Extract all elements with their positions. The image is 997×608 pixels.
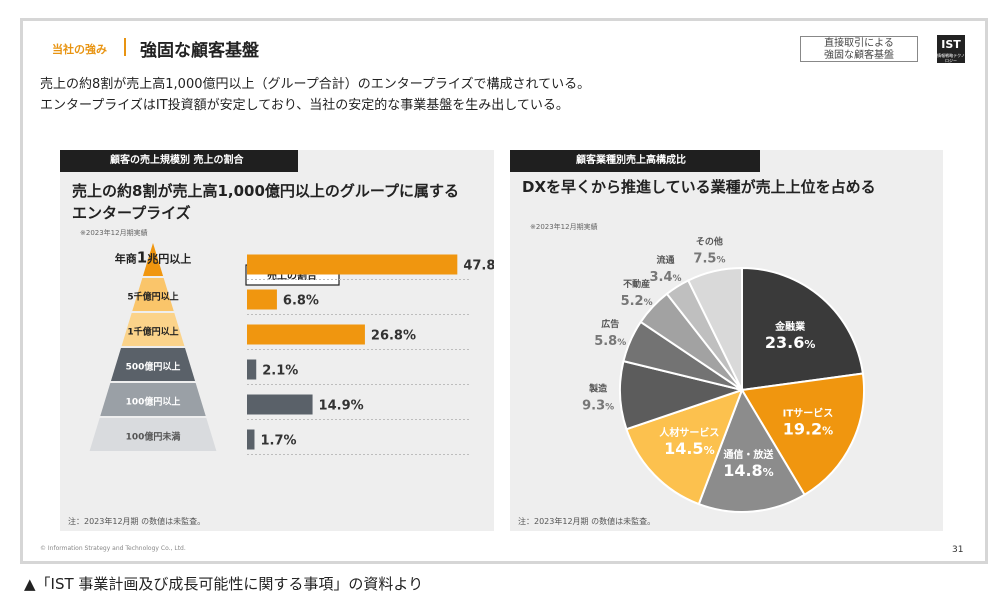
bar-value-label-3: 2.1%	[262, 364, 298, 379]
pie-value-label-7: 3.4%	[650, 270, 682, 285]
pyramid-band-2	[121, 313, 185, 346]
ist-logo: IST 情報戦略テクノロジー	[937, 35, 965, 63]
pie-value-num-7: 3.4	[650, 270, 673, 285]
bar-value-label-4: 14.9%	[319, 399, 364, 414]
pie-value-num-5: 5.8	[594, 334, 617, 349]
page-title: 強固な顧客基盤	[140, 41, 259, 61]
pie-value-pct-3: %	[704, 444, 715, 457]
bar-value-label-0: 47.8%	[463, 259, 494, 274]
right-panel: 顧客業種別売上高構成比 DXを早くから推進している業種が売上上位を占める ※20…	[510, 150, 943, 531]
bar-3	[247, 359, 257, 380]
pie-category-label-1: ITサービス	[783, 407, 834, 420]
header-separator	[124, 38, 126, 56]
pyramid-label-4: 100億円以上	[126, 396, 181, 408]
pie-value-pct-8: %	[716, 256, 725, 266]
left-panel-heading-1: 売上の約8割が売上高1,000億円以上のグループに属する	[72, 182, 459, 200]
pie-slice-0	[741, 266, 865, 392]
lead-line-1: 売上の約8割が売上高1,000億円以上（グループ合計）のエンタープライズで構成さ…	[40, 77, 591, 92]
bar-2	[247, 324, 365, 345]
bar-1	[247, 289, 277, 310]
pie-category-label-4: 製造	[588, 382, 608, 394]
pyramid-label-3: 500億円以上	[126, 361, 181, 373]
pie-value-num-0: 23.6	[765, 333, 804, 352]
bar-4	[247, 394, 313, 415]
pie-value-num-3: 14.5	[664, 439, 703, 458]
header-tag: 当社の強み	[52, 43, 107, 56]
left-panel-heading-2: エンタープライズ	[72, 204, 191, 222]
right-panel-tab: 顧客業種別売上高構成比	[510, 150, 760, 172]
pie-value-label-0: 23.6%	[765, 333, 816, 352]
pie-value-num-4: 9.3	[582, 398, 605, 413]
pie-value-num-1: 19.2	[783, 420, 822, 439]
pyramid-band-1	[132, 278, 174, 311]
pie-value-pct-2: %	[763, 466, 774, 479]
pyramid-band-5	[89, 418, 217, 451]
pie-value-pct-1: %	[822, 425, 833, 438]
source-caption: ▲「IST 事業計画及び成長可能性に関する事項」の資料より	[24, 575, 424, 593]
pie-value-label-2: 14.8%	[723, 461, 774, 480]
bar-5	[247, 429, 255, 450]
right-panel-footnote: 注：2023年12月期 の数値は未監査。	[518, 517, 656, 526]
pie-value-num-6: 5.2	[621, 294, 644, 309]
bar-value-label-1: 6.8%	[283, 294, 319, 309]
pyramid-band-4	[100, 383, 206, 416]
pie-category-label-6: 不動産	[623, 278, 650, 290]
pyramid-label-1: 5千億円以上	[127, 291, 178, 303]
pie-value-pct-0: %	[804, 338, 815, 351]
page-number: 31	[952, 545, 964, 555]
pie-slice-1	[740, 372, 865, 497]
header-badge-line1: 直接取引による	[824, 38, 894, 49]
logo-text: IST	[941, 38, 961, 51]
left-panel: 顧客の売上規模別 売上の割合 売上の約8割が売上高1,000億円以上のグループに…	[60, 150, 494, 531]
logo-subtext: 情報戦略テクノロジー	[937, 53, 965, 63]
pie-category-label-5: 広告	[601, 318, 619, 330]
pie-slice-8	[686, 266, 743, 391]
bar-value-label-5: 1.7%	[260, 434, 296, 449]
right-panel-heading: DXを早くから推進している業種が売上上位を占める	[522, 178, 876, 196]
pie-value-label-8: 7.5%	[693, 252, 725, 267]
pie-value-pct-6: %	[644, 298, 653, 308]
bar-value-label-2: 26.8%	[371, 329, 416, 344]
pie-category-label-0: 金融業	[774, 320, 806, 333]
pyramid-label-pre-0: 年商	[115, 252, 137, 266]
pyramid-label-2: 1千億円以上	[127, 326, 178, 338]
pie-value-num-8: 7.5	[693, 252, 716, 267]
bar-0	[247, 254, 458, 275]
pie-value-pct-5: %	[617, 338, 626, 348]
pie-value-label-6: 5.2%	[621, 294, 653, 309]
right-panel-note: ※2023年12月期実績	[530, 223, 598, 231]
left-panel-tab: 顧客の売上規模別 売上の割合	[60, 150, 298, 172]
customer-size-chart: 年商1兆円以上 5千億円以上 1千億円以上 500億円以上 100億円以上 100億円未満…	[89, 243, 494, 455]
pie-category-label-7: 流通	[657, 254, 675, 266]
pie-value-pct-4: %	[605, 402, 614, 412]
pie-value-label-3: 14.5%	[664, 439, 715, 458]
pie-category-label-2: 通信・放送	[723, 448, 774, 461]
pie-category-label-8: その他	[696, 236, 723, 248]
pie-value-pct-7: %	[673, 274, 682, 284]
pie-value-num-2: 14.8	[723, 461, 762, 480]
header-badge-box: 直接取引による 強固な顧客基盤	[800, 36, 918, 62]
pie-slice-3	[625, 388, 744, 506]
pie-value-label-4: 9.3%	[582, 398, 614, 413]
copyright: © Information Strategy and Technology Co…	[40, 545, 186, 552]
header-badge-line2: 強固な顧客基盤	[824, 50, 894, 61]
top-strip	[20, 0, 988, 18]
pie-category-label-3: 人材サービス	[659, 426, 719, 439]
pyramid-label-big-0: 1	[137, 249, 147, 267]
left-panel-footnote: 注：2023年12月期 の数値は未監査。	[68, 517, 206, 526]
pyramid-label-post-0: 兆円以上	[147, 252, 191, 266]
left-panel-note: ※2023年12月期実績	[80, 229, 148, 237]
lead-line-2: エンタープライズはIT投資額が安定しており、当社の安定的な事業基盤を生み出してい…	[40, 98, 569, 113]
pie-value-label-1: 19.2%	[783, 420, 834, 439]
pie-value-label-5: 5.8%	[594, 334, 626, 349]
pyramid-label-0: 年商1兆円以上	[115, 249, 191, 267]
pie-slice-2	[697, 387, 806, 513]
pyramid-label-5: 100億円未満	[126, 431, 181, 443]
pyramid-band-3	[110, 348, 196, 381]
pyramid-band-0	[142, 243, 164, 276]
